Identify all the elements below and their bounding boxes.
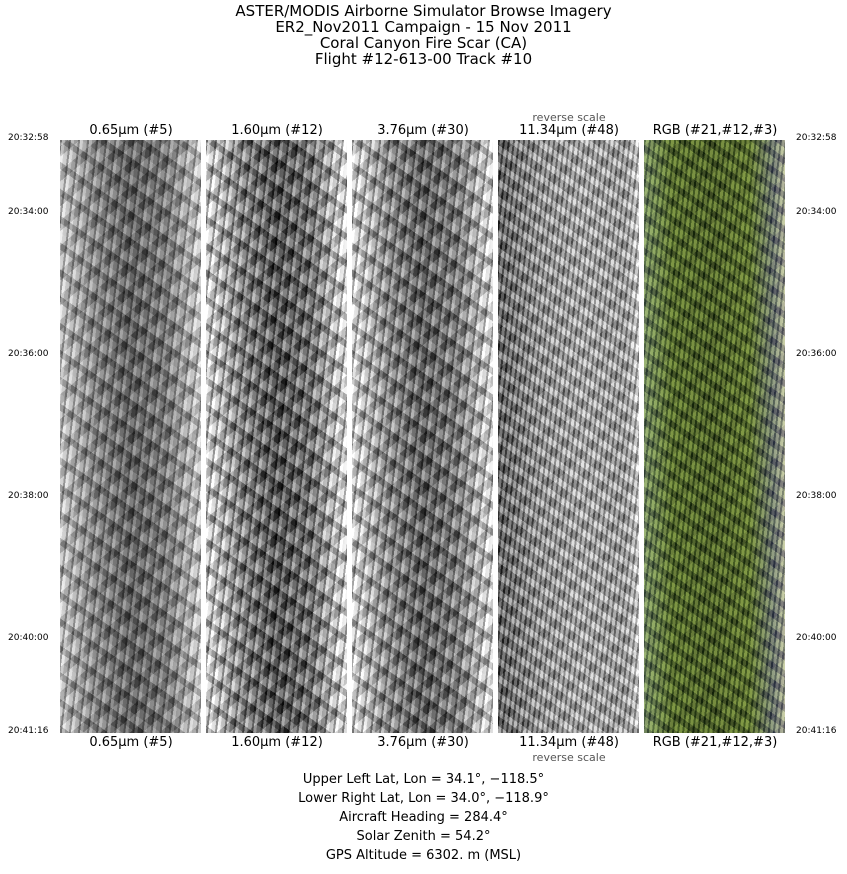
panel-label-bottom: 3.76μm (#30) xyxy=(377,735,469,750)
panel-label-bottom: RGB (#21,#12,#3) xyxy=(652,735,778,750)
title-line-2: ER2_Nov2011 Campaign - 15 Nov 2011 xyxy=(275,18,572,36)
reverse-scale-note-bottom: reverse scale xyxy=(532,751,606,764)
solar-zenith: Solar Zenith = 54.2° xyxy=(356,829,491,844)
rgb-composite-image xyxy=(644,140,785,733)
title-line-4: Flight #12-613-00 Track #10 xyxy=(314,50,533,68)
panel-label-top: 0.65μm (#5) xyxy=(89,123,173,138)
panel-label-top: 1.60μm (#12) xyxy=(231,123,323,138)
time-label-right: 20:40:00 xyxy=(796,633,837,643)
band-image-0-65um xyxy=(60,140,201,733)
band-image-1-60um xyxy=(206,140,347,733)
panel-label-top: 11.34μm (#48) xyxy=(519,123,619,138)
time-label-right: 20:32:58 xyxy=(796,133,837,143)
panel-label-top: 3.76μm (#30) xyxy=(377,123,469,138)
gps-altitude: GPS Altitude = 6302. m (MSL) xyxy=(325,848,522,863)
time-label-left: 20:38:00 xyxy=(8,491,49,501)
time-label-right: 20:38:00 xyxy=(796,491,837,501)
time-label-right: 20:34:00 xyxy=(796,207,837,217)
band-image-3-76um xyxy=(352,140,493,733)
upper-left-coords: Upper Left Lat, Lon = 34.1°, −118.5° xyxy=(302,772,545,787)
time-label-right: 20:41:16 xyxy=(796,726,837,736)
time-label-left: 20:32:58 xyxy=(8,133,49,143)
title-line-3: Coral Canyon Fire Scar (CA) xyxy=(319,34,528,52)
panel-label-bottom: 11.34μm (#48) xyxy=(519,735,619,750)
panel-label-bottom: 1.60μm (#12) xyxy=(231,735,323,750)
lower-right-coords: Lower Right Lat, Lon = 34.0°, −118.9° xyxy=(298,791,549,806)
time-label-left: 20:34:00 xyxy=(8,207,49,217)
time-label-left: 20:36:00 xyxy=(8,349,49,359)
panel-label-top: RGB (#21,#12,#3) xyxy=(652,123,778,138)
aircraft-heading: Aircraft Heading = 284.4° xyxy=(339,810,508,825)
time-label-right: 20:36:00 xyxy=(796,349,837,359)
time-label-left: 20:40:00 xyxy=(8,633,49,643)
panel-label-bottom: 0.65μm (#5) xyxy=(89,735,173,750)
band-image-11-34um xyxy=(498,140,639,733)
time-label-left: 20:41:16 xyxy=(8,726,49,736)
title-line-1: ASTER/MODIS Airborne Simulator Browse Im… xyxy=(235,2,612,20)
reverse-scale-note-top: reverse scale xyxy=(532,111,606,124)
